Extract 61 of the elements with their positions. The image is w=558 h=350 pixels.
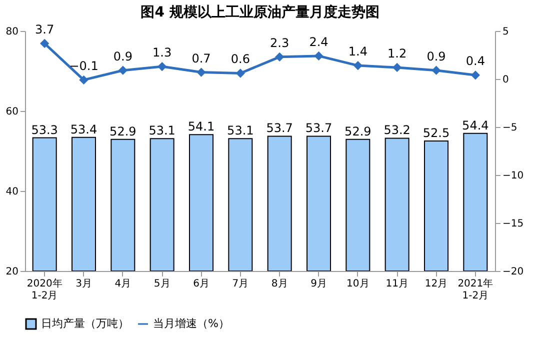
y2-tick-label: 5 [502,26,509,38]
point [392,63,402,72]
data-label: 54.4 [462,118,489,132]
data-label: 52.9 [344,124,372,138]
data-label: 53.7 [305,121,332,136]
data-label: 53.1 [148,124,176,138]
x-tick-label: 11月 [386,278,408,290]
point [432,66,440,75]
point [275,52,284,62]
data-label: 52.9 [110,124,136,138]
data-label: 3.7 [35,22,54,36]
point [471,71,480,80]
data-label: 0.6 [230,52,250,66]
point [158,62,166,71]
data-label: 53.4 [70,122,98,136]
data-label: 53.1 [227,124,254,138]
data-label: 1.2 [388,46,407,60]
point [314,52,323,60]
x-tick-label: 8月 [271,278,288,290]
data-label: 54.1 [188,120,215,134]
x-tick-label: 9月 [310,278,327,290]
data-label: 0.7 [192,51,211,66]
data-label: 52.5 [422,126,450,140]
legend-label: 当月增速（%） [153,317,230,330]
data-label: 1.4 [348,44,368,59]
y-tick-label: 60 [6,106,18,118]
point [118,66,128,75]
x-tick-label: 12月 [424,278,448,290]
chart-title: 图4 规模以上工业原油产量月度走势图 [140,3,380,20]
data-label: −0.1 [69,58,98,73]
x-tick-label: 2020年 1-2月 [26,278,62,302]
x-tick-label: 3月 [76,278,92,290]
point [40,39,49,48]
point [236,69,245,78]
x-tick-label: 6月 [193,278,210,290]
y2-tick-label: −10 [502,170,524,182]
data-label: 53.2 [384,123,410,138]
point [197,68,206,76]
y2-tick-label: −5 [502,122,518,134]
y2-tick-label: −20 [502,266,524,278]
data-label: 0.9 [113,49,132,64]
y-tick-label: 80 [6,26,18,38]
data-label: 2.3 [270,36,290,50]
data-label: 2.4 [309,34,328,49]
y-tick-label: 40 [6,186,18,198]
y2-tick-label: 0 [502,74,509,86]
point [80,76,88,84]
legend-label: 日均产量（万吨） [41,317,129,330]
data-label: 0.9 [426,49,446,64]
x-tick-label: 4月 [114,278,132,290]
data-label: 53.3 [31,122,58,137]
x-tick-label: 10月 [346,278,370,290]
data-label: 53.7 [266,121,293,136]
x-tick-label: 5月 [154,278,170,290]
x-tick-label: 7月 [232,278,249,290]
data-label: 1.3 [152,46,172,60]
point [354,61,362,70]
y-tick-label: 20 [6,266,18,278]
y2-tick-label: −15 [502,218,524,230]
data-label: 0.4 [466,54,485,68]
x-tick-label: 2021年 1-2月 [458,278,494,302]
